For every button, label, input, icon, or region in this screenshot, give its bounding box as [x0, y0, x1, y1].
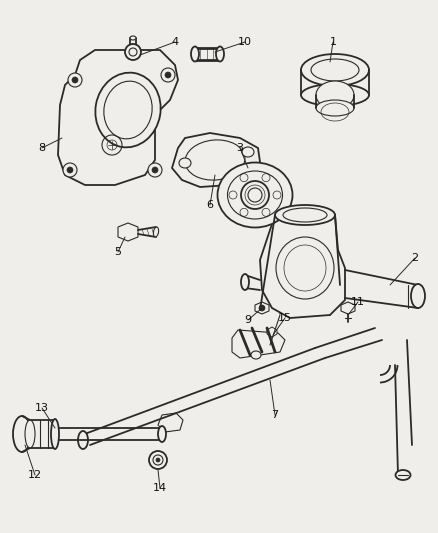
Text: 3: 3 [237, 143, 244, 153]
Text: 13: 13 [35, 403, 49, 413]
Ellipse shape [218, 163, 293, 228]
Polygon shape [158, 413, 183, 432]
Ellipse shape [51, 419, 59, 449]
Ellipse shape [95, 72, 161, 147]
Text: 4: 4 [171, 37, 179, 47]
Ellipse shape [13, 416, 31, 452]
Ellipse shape [275, 205, 335, 225]
Ellipse shape [179, 158, 191, 168]
Text: 5: 5 [114, 247, 121, 257]
Circle shape [68, 73, 82, 87]
Text: 6: 6 [206, 200, 213, 210]
Circle shape [125, 44, 141, 60]
Ellipse shape [316, 100, 354, 116]
Ellipse shape [158, 426, 166, 442]
Circle shape [67, 167, 73, 173]
Polygon shape [232, 330, 285, 358]
Ellipse shape [241, 274, 249, 290]
Ellipse shape [301, 54, 369, 86]
Polygon shape [260, 215, 345, 318]
Circle shape [165, 72, 171, 78]
Polygon shape [58, 50, 178, 185]
Circle shape [152, 167, 158, 173]
Ellipse shape [191, 46, 199, 61]
Text: 7: 7 [272, 410, 279, 420]
Text: 12: 12 [28, 470, 42, 480]
Polygon shape [267, 327, 277, 337]
Text: 8: 8 [39, 143, 46, 153]
Text: 11: 11 [351, 297, 365, 307]
Ellipse shape [411, 284, 425, 308]
Ellipse shape [396, 470, 410, 480]
Ellipse shape [153, 227, 159, 237]
Circle shape [149, 451, 167, 469]
Ellipse shape [25, 420, 35, 448]
Polygon shape [341, 302, 355, 314]
Circle shape [148, 163, 162, 177]
Circle shape [241, 181, 269, 209]
Circle shape [161, 68, 175, 82]
Ellipse shape [301, 84, 369, 106]
Circle shape [63, 163, 77, 177]
Text: 1: 1 [329, 37, 336, 47]
Text: 15: 15 [278, 313, 292, 323]
Polygon shape [118, 223, 138, 241]
Text: 14: 14 [153, 483, 167, 493]
Text: 2: 2 [411, 253, 419, 263]
Ellipse shape [251, 351, 261, 359]
Ellipse shape [242, 147, 254, 157]
Text: 10: 10 [238, 37, 252, 47]
Circle shape [72, 77, 78, 83]
Polygon shape [172, 133, 260, 187]
Text: 9: 9 [244, 315, 251, 325]
Circle shape [153, 455, 163, 465]
Polygon shape [255, 302, 269, 314]
Circle shape [259, 305, 265, 311]
Ellipse shape [78, 431, 88, 449]
Circle shape [129, 48, 137, 56]
Ellipse shape [130, 36, 136, 40]
Ellipse shape [216, 46, 224, 61]
Circle shape [156, 458, 160, 462]
Ellipse shape [316, 81, 354, 109]
